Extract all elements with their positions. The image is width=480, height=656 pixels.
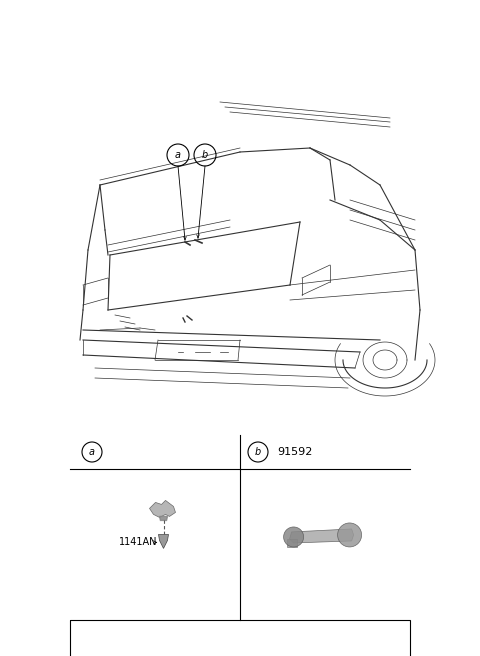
Text: b: b (202, 150, 208, 160)
Circle shape (337, 523, 361, 547)
Polygon shape (289, 529, 354, 543)
Text: a: a (175, 150, 181, 160)
Polygon shape (159, 516, 168, 520)
Text: 1141AN: 1141AN (119, 537, 157, 547)
Polygon shape (158, 535, 168, 548)
Circle shape (284, 527, 304, 547)
Text: 91592: 91592 (277, 447, 312, 457)
Bar (70, 620, 410, 656)
Text: a: a (89, 447, 95, 457)
Text: b: b (255, 447, 261, 457)
Polygon shape (149, 501, 176, 518)
Polygon shape (287, 539, 297, 547)
